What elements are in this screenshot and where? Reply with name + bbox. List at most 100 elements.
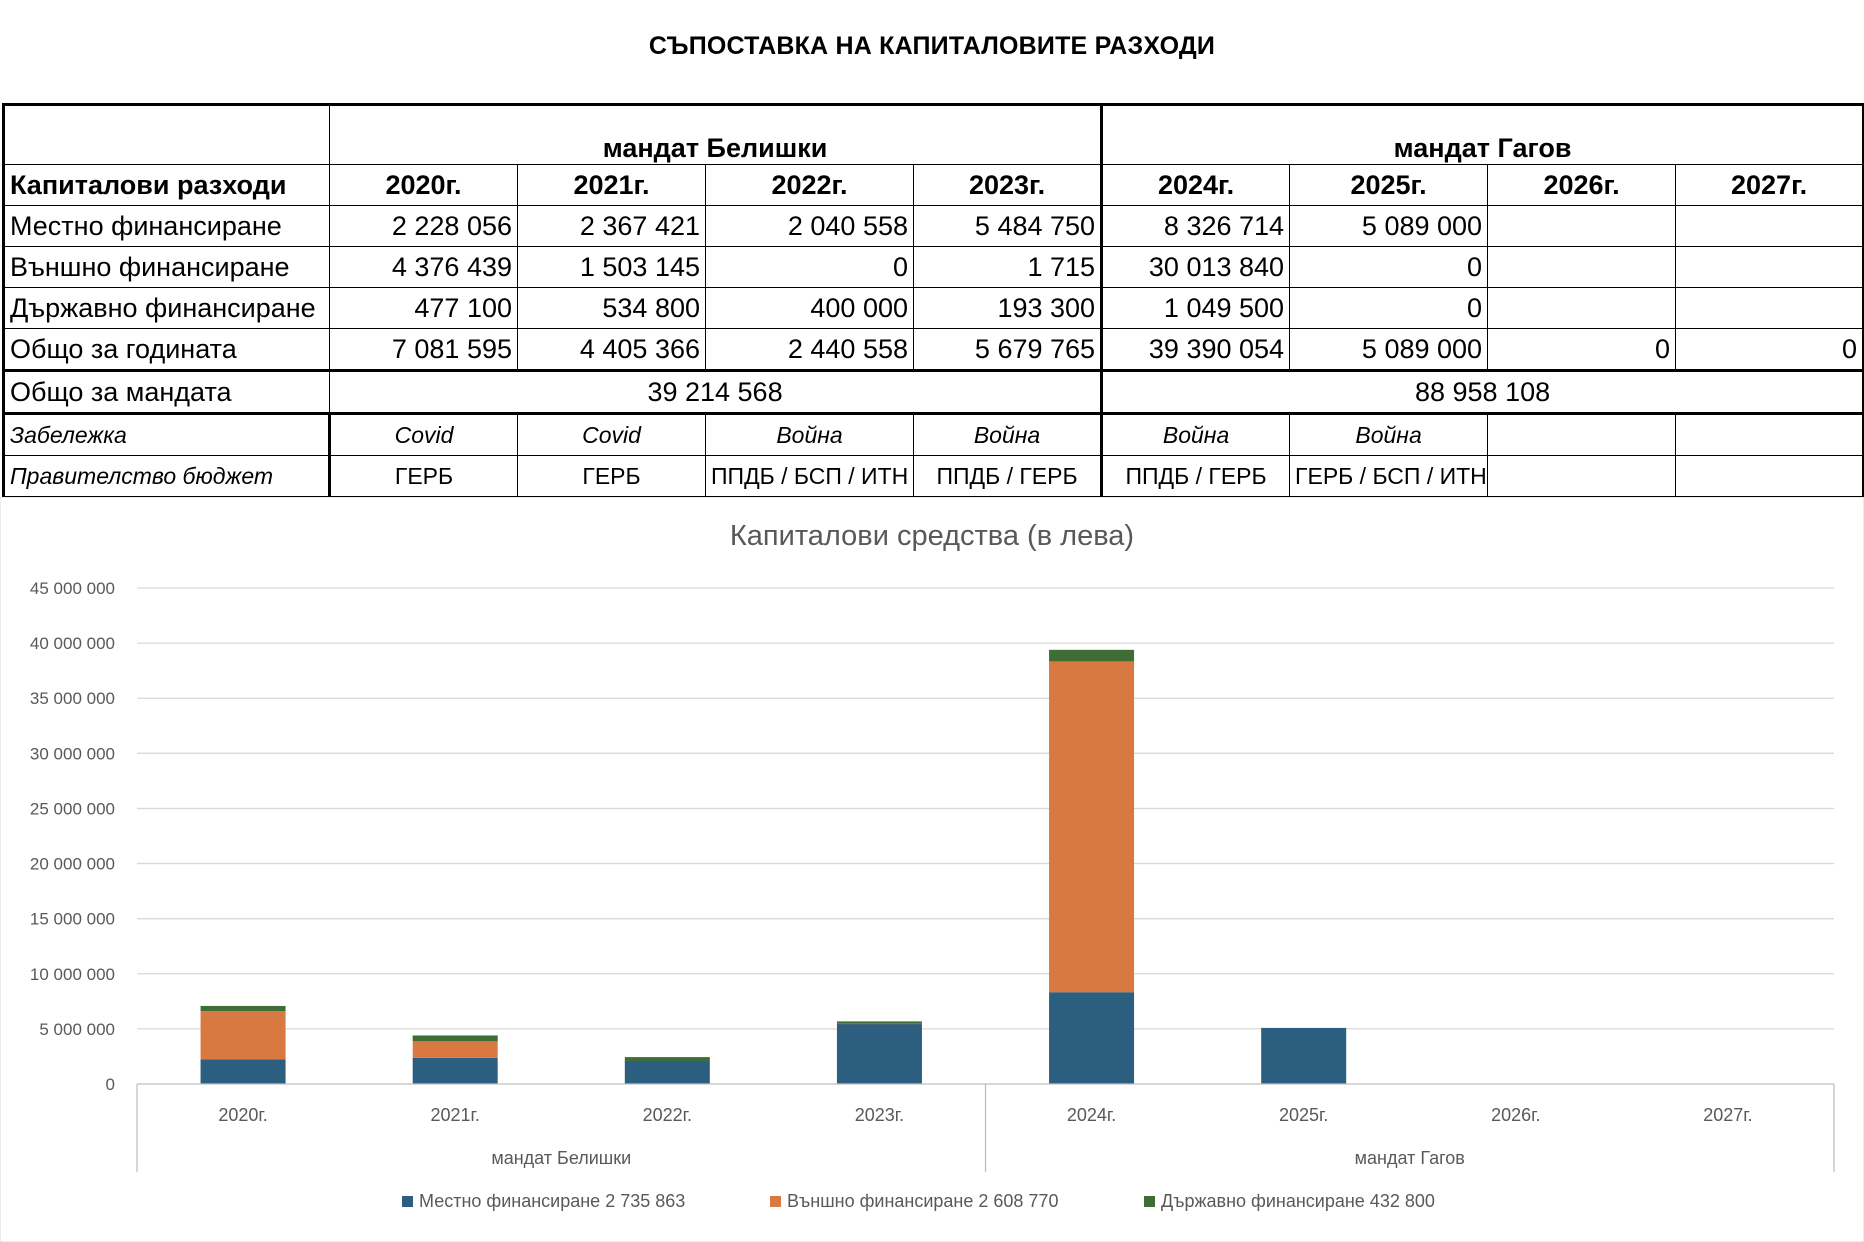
- value-cell[interactable]: 477 100: [329, 287, 518, 329]
- sheet-title: СЪПОСТАВКА НА КАПИТАЛОВИТЕ РАЗХОДИ: [648, 32, 1216, 60]
- value-cell[interactable]: 1 715: [912, 246, 1104, 288]
- row-label[interactable]: Държавно финансиране: [2, 287, 330, 329]
- value-cell[interactable]: 193 300: [912, 287, 1104, 329]
- note-cell[interactable]: Covid: [329, 412, 518, 456]
- value-cell[interactable]: 2 040 558: [705, 205, 914, 247]
- note-cell[interactable]: Война: [912, 412, 1104, 456]
- value-cell[interactable]: [1487, 205, 1677, 247]
- government-cell[interactable]: ППДБ / ГЕРБ: [912, 455, 1104, 499]
- value-cell[interactable]: 8 326 714: [1101, 205, 1291, 247]
- note-cell[interactable]: [1487, 412, 1677, 456]
- y-tick-label: 25 000 000: [30, 799, 115, 818]
- bar-segment[interactable]: [1049, 992, 1135, 1084]
- value-cell[interactable]: 0: [1289, 246, 1489, 288]
- row-label[interactable]: Общо за мандата: [2, 369, 330, 414]
- note-cell[interactable]: Война: [1101, 412, 1291, 456]
- capital-funds-chart[interactable]: Капиталови средства (в лева) 0 5 000 000 1…: [0, 497, 1864, 1242]
- government-cell[interactable]: [1675, 455, 1864, 499]
- year-header[interactable]: 2022г.: [705, 164, 914, 206]
- note-cell[interactable]: Война: [705, 412, 914, 456]
- table-row: Местно финансиране 2 228 056 2 367 421 2…: [2, 205, 1864, 247]
- bar-segment[interactable]: [412, 1057, 498, 1084]
- value-cell[interactable]: 400 000: [705, 287, 914, 329]
- value-cell[interactable]: 2 367 421: [517, 205, 706, 247]
- chart-svg: Капиталови средства (в лева) 0 5 000 000 1…: [0, 497, 1864, 1242]
- value-cell[interactable]: [1487, 287, 1677, 329]
- legend: Местно финансиране 2 735 863 Външно финан…: [402, 1191, 1435, 1211]
- x-tick-label: 2027г.: [1703, 1105, 1752, 1125]
- year-header[interactable]: 2023г.: [912, 164, 1104, 206]
- capital-expenses-table: мандат Белишки мандат Гагов Капиталови р…: [2, 103, 1864, 499]
- mandate-2-header[interactable]: мандат Гагов: [1101, 103, 1864, 165]
- mandate-1-total[interactable]: 39 214 568: [328, 369, 1104, 414]
- mandate-1-header[interactable]: мандат Белишки: [328, 103, 1104, 165]
- note-cell[interactable]: Война: [1289, 412, 1489, 456]
- value-cell[interactable]: 5 089 000: [1289, 328, 1489, 371]
- bar-segment[interactable]: [412, 1041, 498, 1058]
- y-tick-label: 35 000 000: [30, 689, 115, 708]
- value-cell[interactable]: 39 390 054: [1101, 328, 1291, 371]
- mandate-2-total[interactable]: 88 958 108: [1101, 369, 1864, 414]
- value-cell[interactable]: [1675, 287, 1864, 329]
- year-header[interactable]: 2024г.: [1101, 164, 1291, 206]
- value-cell[interactable]: 1 503 145: [517, 246, 706, 288]
- legend-swatch: [1144, 1196, 1155, 1207]
- bar-segment[interactable]: [1049, 661, 1135, 993]
- bar-segment[interactable]: [624, 1061, 710, 1084]
- y-tick-label: 10 000 000: [30, 965, 115, 984]
- government-label[interactable]: Правителство бюджет: [2, 455, 331, 499]
- value-cell[interactable]: 1 049 500: [1101, 287, 1291, 329]
- bar-segment[interactable]: [836, 1023, 922, 1084]
- value-cell[interactable]: 2 228 056: [329, 205, 518, 247]
- value-cell[interactable]: [1675, 246, 1864, 288]
- value-cell[interactable]: 5 484 750: [912, 205, 1104, 247]
- bar-segment[interactable]: [1049, 649, 1135, 662]
- year-header[interactable]: 2021г.: [517, 164, 706, 206]
- value-cell[interactable]: 30 013 840: [1101, 246, 1291, 288]
- government-cell[interactable]: ГЕРБ / БСП / ИТН: [1289, 455, 1489, 499]
- value-cell[interactable]: 5 679 765: [912, 328, 1104, 371]
- x-tick-label: 2025г.: [1279, 1105, 1328, 1125]
- row-header-label[interactable]: Капиталови разходи: [2, 164, 330, 206]
- government-cell[interactable]: ГЕРБ: [517, 455, 706, 499]
- year-header[interactable]: 2027г.: [1675, 164, 1864, 206]
- value-cell[interactable]: 2 440 558: [705, 328, 914, 371]
- row-label[interactable]: Общо за годината: [2, 328, 330, 371]
- value-cell[interactable]: [1487, 246, 1677, 288]
- bar-segment[interactable]: [836, 1023, 922, 1025]
- bar-segment[interactable]: [1261, 1027, 1347, 1084]
- value-cell[interactable]: [1675, 205, 1864, 247]
- row-label[interactable]: Външно финансиране: [2, 246, 330, 288]
- government-cell[interactable]: [1487, 455, 1677, 499]
- bar-segment[interactable]: [624, 1057, 710, 1062]
- government-cell[interactable]: ППДБ / БСП / ИТН: [705, 455, 914, 499]
- value-cell[interactable]: 534 800: [517, 287, 706, 329]
- y-tick-label: 5 000 000: [39, 1020, 115, 1039]
- bar-segment[interactable]: [200, 1005, 286, 1012]
- bar-segment[interactable]: [200, 1059, 286, 1084]
- value-cell[interactable]: 0: [705, 246, 914, 288]
- bar-segment[interactable]: [412, 1035, 498, 1042]
- year-header[interactable]: 2020г.: [329, 164, 518, 206]
- value-cell[interactable]: 4 405 366: [517, 328, 706, 371]
- legend-label[interactable]: Държавно финансиране 432 800: [1161, 1191, 1435, 1211]
- note-label[interactable]: Забележка: [2, 412, 331, 456]
- value-cell[interactable]: 0: [1487, 328, 1677, 371]
- note-cell[interactable]: Covid: [517, 412, 706, 456]
- legend-label[interactable]: Местно финансиране 2 735 863: [419, 1191, 685, 1211]
- note-cell[interactable]: [1675, 412, 1864, 456]
- year-header[interactable]: 2025г.: [1289, 164, 1489, 206]
- value-cell[interactable]: 7 081 595: [329, 328, 518, 371]
- bar-segment[interactable]: [836, 1021, 922, 1024]
- year-header[interactable]: 2026г.: [1487, 164, 1677, 206]
- legend-label[interactable]: Външно финансиране 2 608 770: [787, 1191, 1058, 1211]
- bar-segment[interactable]: [200, 1011, 286, 1060]
- value-cell[interactable]: 0: [1675, 328, 1864, 371]
- value-cell[interactable]: 5 089 000: [1289, 205, 1489, 247]
- y-tick-label: 15 000 000: [30, 910, 115, 929]
- value-cell[interactable]: 0: [1289, 287, 1489, 329]
- row-label[interactable]: Местно финансиране: [2, 205, 330, 247]
- value-cell[interactable]: 4 376 439: [329, 246, 518, 288]
- government-cell[interactable]: ГЕРБ: [329, 455, 518, 499]
- government-cell[interactable]: ППДБ / ГЕРБ: [1101, 455, 1291, 499]
